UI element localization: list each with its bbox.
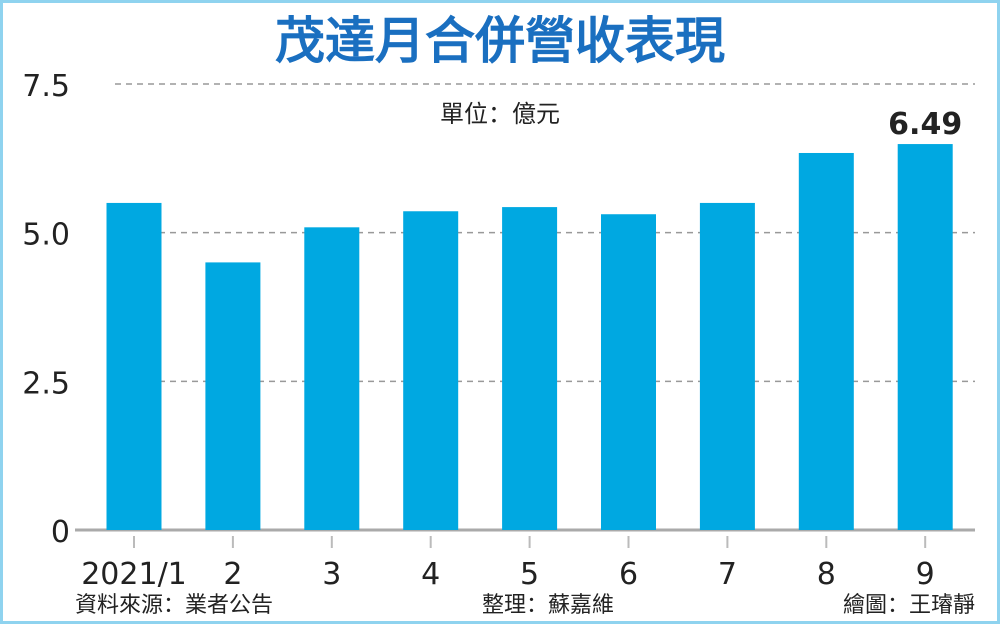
- x-tick-label: 8: [817, 557, 836, 592]
- x-tick-label: 4: [421, 557, 440, 592]
- y-tick-label: 2.5: [22, 366, 70, 401]
- y-tick-label: 7.5: [22, 69, 70, 104]
- unit-label: 單位：億元: [440, 100, 560, 128]
- x-tick-label: 9: [916, 557, 935, 592]
- x-tick-label: 3: [322, 557, 341, 592]
- data-label: 6.49: [888, 107, 962, 142]
- editor-note: 整理：蘇嘉維: [482, 593, 614, 618]
- source-note: 資料來源：業者公告: [75, 593, 273, 618]
- chart-title: 茂達月合併營收表現: [275, 12, 725, 70]
- bar: [699, 202, 755, 530]
- x-tick-label: 2021/1: [81, 557, 187, 592]
- y-tick-label: 0: [51, 515, 70, 550]
- y-tick-label: 5.0: [22, 218, 70, 253]
- artist-note: 繪圖：王璿靜: [843, 593, 975, 618]
- x-tick-label: 2: [223, 557, 242, 592]
- bar: [304, 227, 360, 530]
- bar: [403, 211, 459, 530]
- bar: [502, 207, 558, 530]
- x-tick-label: 7: [718, 557, 737, 592]
- bar: [897, 144, 953, 530]
- bar: [601, 214, 656, 530]
- bar: [106, 202, 162, 530]
- x-tick-label: 5: [520, 557, 539, 592]
- bar: [798, 152, 854, 531]
- bar: [205, 262, 261, 530]
- x-tick-label: 6: [619, 557, 638, 592]
